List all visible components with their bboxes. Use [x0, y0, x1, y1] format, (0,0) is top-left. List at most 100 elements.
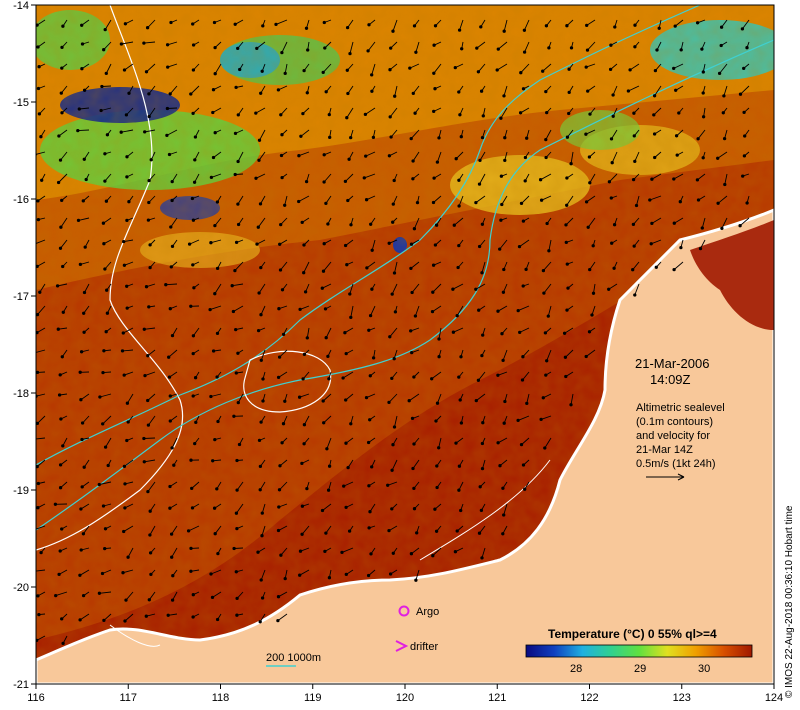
velocity-arrow	[255, 107, 266, 114]
velocity-arrow-head	[518, 330, 522, 335]
velocity-arrow	[634, 283, 640, 296]
velocity-arrow-head	[100, 84, 104, 89]
velocity-arrow-head	[193, 376, 198, 380]
velocity-arrow-head	[55, 284, 60, 288]
velocity-arrow-head	[480, 135, 485, 140]
velocity-arrow	[280, 261, 288, 271]
velocity-arrow-head	[236, 113, 240, 117]
velocity-arrow-head	[61, 24, 65, 28]
velocity-arrow-head	[457, 488, 461, 492]
velocity-arrow-head	[391, 551, 395, 555]
velocity-arrow-head	[672, 66, 676, 71]
velocity-arrow	[260, 349, 266, 361]
velocity-arrow-head	[237, 442, 242, 447]
velocity-arrow-head	[234, 327, 238, 332]
velocity-arrow-head	[501, 532, 505, 536]
velocity-arrow-head	[125, 284, 129, 288]
velocity-arrow-head	[453, 550, 458, 554]
velocity-arrow	[211, 173, 222, 178]
velocity-arrow-head	[434, 419, 438, 423]
velocity-arrow-head	[236, 222, 241, 227]
velocity-arrow	[322, 63, 332, 73]
velocity-arrow	[342, 371, 354, 379]
velocity-arrow-head	[234, 371, 238, 375]
velocity-arrow-head	[169, 20, 173, 25]
velocity-arrow	[475, 195, 486, 203]
velocity-arrow-head	[36, 481, 41, 486]
velocity-arrow-head	[82, 157, 86, 161]
velocity-arrow-head	[609, 43, 613, 47]
velocity-arrow-head	[387, 528, 391, 533]
velocity-arrow-head	[321, 70, 325, 75]
velocity-arrow-head	[187, 242, 192, 246]
velocity-arrow-head	[261, 24, 265, 28]
velocity-arrow-head	[211, 349, 216, 353]
velocity-arrow-head	[369, 222, 373, 226]
velocity-arrow-head	[503, 399, 507, 404]
velocity-arrow-head	[297, 199, 301, 204]
velocity-arrow-head	[410, 290, 414, 295]
velocity-arrow-head	[524, 267, 528, 272]
velocity-arrow-head	[105, 311, 110, 315]
velocity-arrow-head	[409, 329, 413, 333]
velocity-arrow-head	[700, 47, 704, 51]
velocity-arrow-head	[498, 247, 502, 251]
velocity-arrow	[415, 41, 420, 53]
velocity-arrow-head	[277, 355, 282, 359]
velocity-arrow-head	[191, 218, 196, 222]
velocity-arrow-head	[261, 377, 265, 381]
velocity-arrow-head	[457, 375, 461, 379]
velocity-arrow	[371, 63, 376, 76]
velocity-arrow	[232, 283, 244, 287]
velocity-arrow-head	[519, 442, 524, 447]
velocity-arrow	[148, 85, 156, 95]
velocity-arrow-head	[348, 292, 352, 296]
velocity-arrow-head	[102, 242, 106, 246]
velocity-arrow-head	[125, 175, 129, 179]
y-tick-label: -21	[13, 679, 29, 691]
velocity-arrow-head	[389, 135, 393, 139]
velocity-arrow-head	[58, 486, 63, 490]
velocity-arrow-head	[349, 422, 353, 426]
velocity-arrow-head	[451, 330, 456, 334]
velocity-arrow	[147, 19, 156, 29]
velocity-arrow-head	[208, 307, 212, 312]
velocity-arrow	[209, 305, 222, 311]
velocity-arrow-head	[213, 292, 217, 296]
velocity-arrow-head	[479, 25, 483, 29]
velocity-arrow-head	[191, 43, 196, 47]
velocity-arrow-head	[569, 162, 573, 166]
velocity-arrow-head	[236, 46, 240, 51]
velocity-arrow	[502, 349, 508, 361]
scale-arrow	[646, 473, 685, 481]
velocity-arrow-head	[167, 375, 172, 379]
velocity-arrow-head	[390, 292, 394, 296]
velocity-arrow	[438, 437, 442, 448]
velocity-arrow-head	[672, 267, 676, 272]
velocity-arrow	[99, 591, 112, 594]
velocity-arrow-head	[56, 180, 61, 185]
velocity-arrow-head	[60, 198, 64, 203]
velocity-arrow-head	[123, 619, 127, 623]
velocity-arrow-head	[362, 176, 366, 180]
velocity-arrow	[299, 393, 310, 398]
x-tick-label: 120	[396, 692, 414, 704]
velocity-arrow-head	[149, 572, 153, 577]
velocity-arrow-head	[37, 65, 41, 69]
velocity-arrow-head	[611, 114, 615, 118]
velocity-arrow-head	[279, 113, 283, 117]
date-label: 21-Mar-2006	[635, 356, 709, 371]
velocity-arrow-head	[324, 531, 328, 535]
y-tick-label: -18	[13, 388, 29, 400]
velocity-arrow-head	[480, 353, 484, 358]
velocity-arrow-head	[745, 201, 749, 205]
velocity-arrow	[475, 283, 486, 290]
velocity-arrow-head	[170, 598, 175, 602]
velocity-arrow-head	[459, 421, 464, 425]
velocity-arrow-head	[474, 398, 478, 403]
velocity-arrow-head	[144, 70, 149, 74]
velocity-arrow-head	[121, 331, 125, 335]
velocity-arrow-head	[633, 23, 637, 27]
velocity-arrow-head	[437, 136, 441, 140]
